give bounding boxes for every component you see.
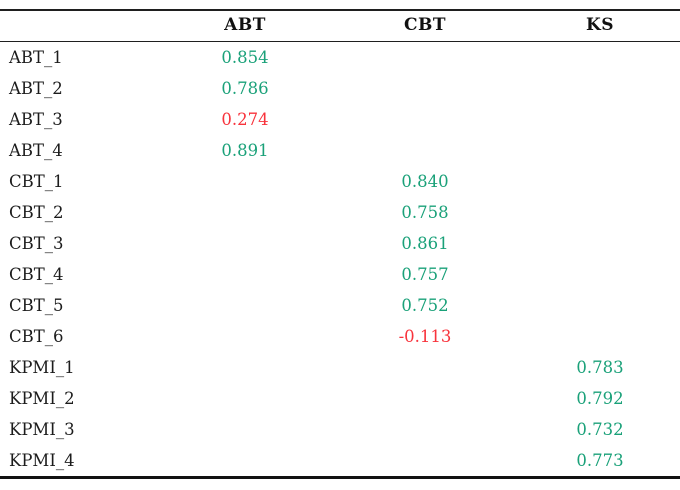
empty-cell <box>520 321 680 352</box>
empty-cell <box>160 197 330 228</box>
row-label: CBT_5 <box>9 296 64 315</box>
empty-cell <box>160 228 330 259</box>
table-row: KPMI_3 0.732 <box>0 414 680 445</box>
loading-value: 0.792 <box>576 389 624 408</box>
empty-cell <box>160 321 330 352</box>
empty-cell <box>160 383 330 414</box>
row-label: CBT_3 <box>9 234 64 253</box>
row-label: CBT_6 <box>9 327 64 346</box>
empty-cell <box>160 414 330 445</box>
row-label: KPMI_2 <box>9 389 75 408</box>
empty-cell <box>520 259 680 290</box>
table-row: CBT_1 0.840 <box>0 166 680 197</box>
empty-cell <box>330 352 520 383</box>
empty-cell <box>520 197 680 228</box>
header-col-cbt: CBT <box>403 15 447 35</box>
empty-cell <box>160 445 330 478</box>
loading-value: 0.752 <box>401 296 449 315</box>
empty-cell <box>330 414 520 445</box>
table-row: ABT_1 0.854 <box>0 42 680 74</box>
loading-value: 0.891 <box>221 141 269 160</box>
table-row: CBT_6 -0.113 <box>0 321 680 352</box>
loading-value: -0.113 <box>398 327 452 346</box>
empty-cell <box>520 290 680 321</box>
empty-cell <box>330 73 520 104</box>
row-label: CBT_1 <box>9 172 64 191</box>
table-row: KPMI_4 0.773 <box>0 445 680 478</box>
loading-value: 0.758 <box>401 203 449 222</box>
table-row: CBT_3 0.861 <box>0 228 680 259</box>
empty-cell <box>520 228 680 259</box>
table-row: CBT_5 0.752 <box>0 290 680 321</box>
row-label: ABT_3 <box>9 110 63 129</box>
empty-cell <box>160 352 330 383</box>
header-empty-cell <box>0 10 160 42</box>
empty-cell <box>520 104 680 135</box>
table-row: KPMI_1 0.783 <box>0 352 680 383</box>
loading-value: 0.732 <box>576 420 624 439</box>
empty-cell <box>330 104 520 135</box>
table-row: CBT_2 0.758 <box>0 197 680 228</box>
empty-cell <box>330 42 520 74</box>
table-row: KPMI_2 0.792 <box>0 383 680 414</box>
row-label: CBT_2 <box>9 203 64 222</box>
row-label: KPMI_4 <box>9 451 75 470</box>
empty-cell <box>520 135 680 166</box>
empty-cell <box>160 290 330 321</box>
row-label: CBT_4 <box>9 265 64 284</box>
empty-cell <box>520 166 680 197</box>
empty-cell <box>160 259 330 290</box>
header-col-ks: KS <box>585 15 615 35</box>
loading-value: 0.861 <box>401 234 449 253</box>
table-row: ABT_3 0.274 <box>0 104 680 135</box>
empty-cell <box>160 166 330 197</box>
empty-cell <box>330 445 520 478</box>
row-label: KPMI_3 <box>9 420 75 439</box>
row-label: ABT_4 <box>9 141 63 160</box>
loading-value: 0.274 <box>221 110 269 129</box>
header-col-abt: ABT <box>224 15 266 35</box>
loadings-table: ABT CBT KS ABT_1 0.854 ABT_2 0.786 ABT_3 0.27… <box>0 9 680 479</box>
header-row: ABT CBT KS <box>0 10 680 42</box>
table-row: CBT_4 0.757 <box>0 259 680 290</box>
loading-value: 0.854 <box>221 48 269 67</box>
row-label: ABT_2 <box>9 79 63 98</box>
row-label: ABT_1 <box>9 48 63 67</box>
loading-value: 0.773 <box>576 451 624 470</box>
loading-value: 0.786 <box>221 79 269 98</box>
empty-cell <box>520 73 680 104</box>
loading-value: 0.783 <box>576 358 624 377</box>
table-row: ABT_4 0.891 <box>0 135 680 166</box>
loading-value: 0.840 <box>401 172 449 191</box>
empty-cell <box>330 135 520 166</box>
loading-value: 0.757 <box>401 265 449 284</box>
row-label: KPMI_1 <box>9 358 75 377</box>
empty-cell <box>520 42 680 74</box>
table-row: ABT_2 0.786 <box>0 73 680 104</box>
empty-cell <box>330 383 520 414</box>
